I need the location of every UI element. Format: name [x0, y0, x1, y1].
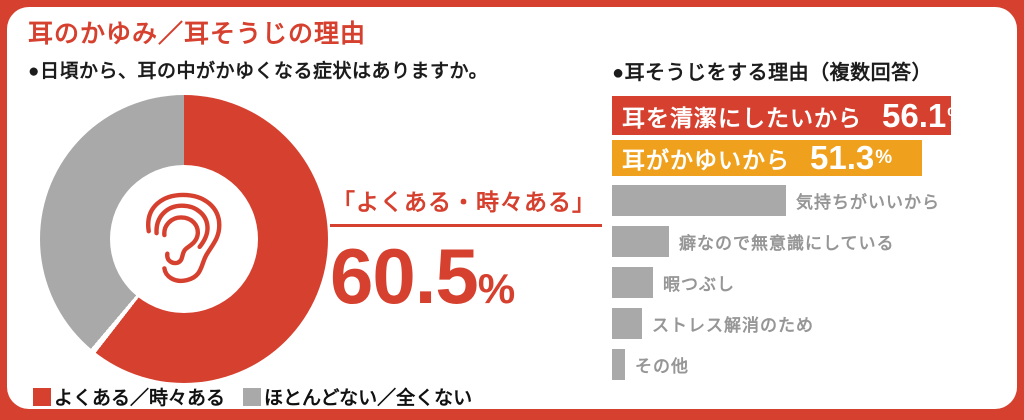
- bar-row: 暇つぶし: [612, 267, 1012, 298]
- bar-stress-relief: [612, 308, 642, 339]
- donut-question: ●日頃から、耳の中がかゆくなる症状はありますか。: [28, 61, 489, 82]
- bar-row: その他: [612, 349, 1012, 380]
- bar-feels-good: [612, 185, 786, 216]
- bar-value: 51.3: [810, 140, 875, 176]
- content-panel: 耳のかゆみ／耳そうじの理由 ●日頃から、耳の中がかゆくなる症状はありますか。 「…: [7, 7, 1017, 409]
- donut-annotation: 「よくある・時々ある」: [330, 183, 602, 227]
- bar-label: その他: [635, 357, 689, 376]
- legend-label: ほとんどない／全くない: [264, 388, 473, 409]
- bar-row: 耳を清潔にしたいから 56.1 %: [612, 96, 1012, 135]
- legend-item-rarely: ほとんどない／全くない: [243, 383, 472, 410]
- percent-sign: %: [947, 105, 951, 127]
- bar-other: [612, 349, 625, 380]
- bar-chart: 耳を清潔にしたいから 56.1 % 耳がかゆいから 51.3 % 気持: [612, 96, 1012, 380]
- legend-swatch-red: [33, 387, 51, 406]
- bar-label: 気持ちがいいから: [796, 193, 940, 212]
- bar-row: 癖なので無意識にしている: [612, 226, 1012, 257]
- big-percentage: 60.5%: [330, 237, 602, 315]
- bar-label: ストレス解消のため: [652, 316, 814, 335]
- bar-itchy-ears: 耳がかゆいから 51.3 %: [612, 140, 922, 176]
- legend-item-often: よくある／時々ある: [33, 383, 225, 410]
- ear-icon: [146, 192, 222, 283]
- donut-chart: [40, 95, 328, 383]
- bar-row: ストレス解消のため: [612, 308, 1012, 339]
- big-percentage-value: 60.5: [330, 232, 479, 320]
- bar-label: 暇つぶし: [663, 275, 735, 294]
- bar-clean-ears: 耳を清潔にしたいから 56.1 %: [612, 96, 951, 135]
- donut-callout: 「よくある・時々ある」 60.5%: [330, 183, 602, 315]
- legend-label: よくある／時々ある: [54, 388, 226, 409]
- donut-center: [110, 165, 258, 313]
- bar-row: 気持ちがいいから: [612, 185, 1012, 216]
- bar-label: 耳を清潔にしたいから: [622, 104, 862, 131]
- page-title: 耳のかゆみ／耳そうじの理由: [28, 20, 367, 48]
- percent-sign: %: [477, 265, 516, 312]
- donut-legend: よくある／時々ある ほとんどない／全くない: [33, 383, 472, 410]
- bar-value: 56.1: [882, 96, 947, 134]
- legend-swatch-gray: [243, 387, 262, 406]
- percent-sign: %: [875, 147, 893, 168]
- bar-chart-heading: ●耳そうじをする理由（複数回答）: [612, 62, 933, 84]
- bar-row: 耳がかゆいから 51.3 %: [612, 140, 1012, 176]
- bar-killing-time: [612, 267, 653, 298]
- bar-habit: [612, 226, 669, 257]
- bar-label: 耳がかゆいから: [622, 147, 790, 173]
- bar-label: 癖なので無意識にしている: [679, 234, 895, 253]
